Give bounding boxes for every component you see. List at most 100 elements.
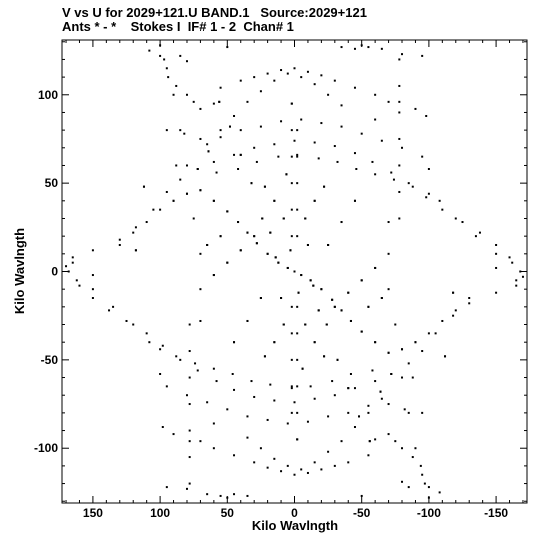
uv-point — [282, 217, 285, 220]
uv-point — [199, 252, 202, 255]
uv-point — [323, 185, 326, 188]
uv-point — [340, 440, 343, 443]
uv-point — [78, 284, 81, 287]
uv-point — [403, 408, 406, 411]
uv-point — [327, 243, 330, 246]
uv-point — [296, 182, 299, 185]
uv-point — [218, 100, 221, 103]
uv-point — [165, 129, 168, 132]
uv-point — [266, 418, 269, 421]
uv-point — [196, 369, 199, 372]
uv-point — [313, 461, 316, 464]
uv-point — [159, 208, 162, 211]
uv-point — [65, 265, 68, 268]
uv-point — [508, 256, 511, 259]
uv-point — [259, 125, 262, 128]
uv-point — [387, 100, 390, 103]
uv-point — [371, 160, 374, 163]
uv-point — [306, 420, 309, 423]
uv-point — [297, 291, 300, 294]
uv-point — [280, 69, 283, 72]
uv-point — [226, 496, 229, 499]
uv-point — [75, 279, 78, 282]
x-tick-label: 0 — [291, 506, 298, 520]
uv-point — [185, 93, 188, 96]
uv-point — [353, 152, 356, 155]
uv-point — [300, 274, 303, 277]
uv-point — [390, 171, 393, 174]
uv-point — [293, 473, 296, 476]
uv-point — [185, 60, 188, 63]
uv-point — [306, 70, 309, 73]
uv-point — [125, 319, 128, 322]
uv-point — [91, 274, 94, 277]
uv-point — [353, 86, 356, 89]
uv-point — [185, 164, 188, 167]
uv-point — [246, 494, 249, 497]
uv-point — [175, 355, 178, 358]
uv-point — [349, 319, 352, 322]
uv-point — [273, 457, 276, 460]
uv-point — [134, 249, 137, 252]
uv-point — [407, 411, 410, 414]
uv-point — [266, 72, 269, 75]
uv-point — [296, 411, 299, 414]
uv-point — [519, 270, 522, 273]
uv-point — [401, 376, 404, 379]
uv-point — [398, 164, 401, 167]
uv-point — [327, 93, 330, 96]
uv-point — [250, 380, 253, 383]
uv-point — [333, 305, 336, 308]
uv-point — [411, 456, 414, 459]
uv-point — [188, 456, 191, 459]
uv-point — [427, 332, 430, 335]
uv-point — [320, 468, 323, 471]
uv-point — [387, 288, 390, 291]
uv-point — [179, 178, 182, 181]
uv-point — [333, 79, 336, 82]
uv-point — [340, 125, 343, 128]
uv-point — [323, 355, 326, 358]
uv-point — [253, 395, 256, 398]
uv-point — [374, 118, 377, 121]
uv-point — [269, 383, 272, 386]
uv-point — [414, 107, 417, 110]
y-tick-label: -100 — [34, 441, 58, 455]
uv-point — [206, 401, 209, 404]
uv-point — [353, 199, 356, 202]
uv-point — [194, 362, 197, 365]
uv-point — [132, 323, 135, 326]
uv-point — [407, 362, 410, 365]
uv-point — [374, 438, 377, 441]
y-axis-label: Kilo Wavlngth — [12, 228, 27, 314]
uv-point — [259, 297, 262, 300]
uv-point — [183, 132, 186, 135]
uv-point — [309, 279, 312, 282]
y-tick-label: 50 — [45, 176, 59, 190]
uv-point — [142, 185, 145, 188]
uv-point — [347, 291, 350, 294]
uv-point — [237, 221, 240, 224]
uv-point — [285, 173, 288, 176]
uv-point — [246, 231, 249, 234]
uv-point — [367, 454, 370, 457]
plot-subtitle: Ants * - * Stokes I IF# 1 - 2 Chan# 1 — [62, 19, 294, 34]
uv-point — [206, 493, 209, 496]
uv-point — [188, 376, 191, 379]
uv-point — [246, 415, 249, 418]
uv-point — [374, 173, 377, 176]
uv-point — [188, 323, 191, 326]
uv-point — [425, 114, 428, 117]
uv-point — [215, 171, 218, 174]
uv-point — [340, 46, 343, 49]
uv-point — [233, 493, 236, 496]
x-axis: 150 100 50 0 -50 -100 -150 — [65, 40, 524, 520]
uv-point — [296, 208, 299, 211]
uv-point — [296, 358, 299, 361]
uv-point — [159, 372, 162, 375]
uv-point — [188, 350, 191, 353]
uv-point — [379, 390, 382, 393]
uv-point — [380, 47, 383, 50]
uv-point — [212, 367, 215, 370]
uv-point — [290, 332, 293, 335]
